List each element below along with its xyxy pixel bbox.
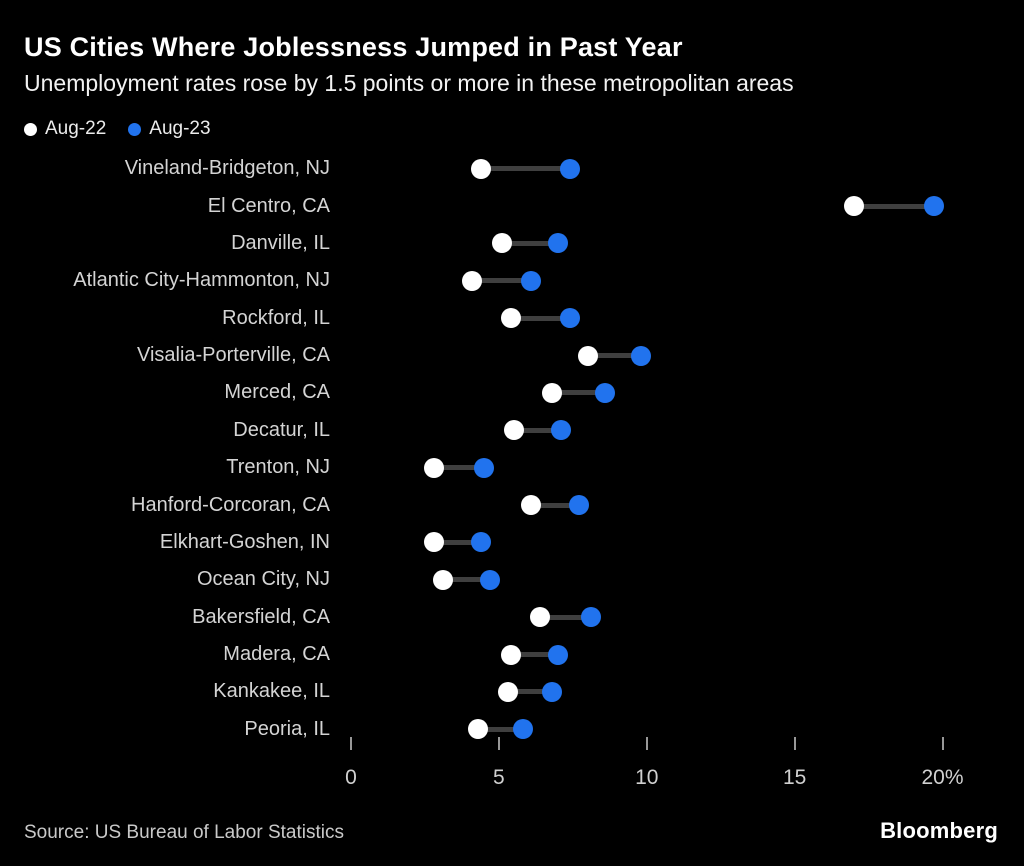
chart-title: US Cities Where Joblessness Jumped in Pa… (24, 32, 683, 62)
dot-aug-23 (559, 308, 580, 329)
dot-aug-23 (474, 457, 495, 478)
chart-row: Madera, CA (0, 636, 1024, 673)
dot-aug-23 (923, 196, 944, 217)
source-note: Source: US Bureau of Labor Statistics (24, 822, 344, 843)
dot-aug-22 (491, 233, 512, 254)
chart-row: Hanford-Corcoran, CA (0, 486, 1024, 523)
dot-aug-22 (530, 607, 551, 628)
dumbbell-connector (433, 539, 482, 545)
dot-aug-22 (471, 158, 492, 179)
dumbbell-connector (501, 240, 559, 246)
dot-aug-22 (500, 308, 521, 329)
category-label: Elkhart-Goshen, IN (159, 530, 330, 553)
chart-row: Danville, IL (0, 225, 1024, 262)
chart-row: El Centro, CA (0, 187, 1024, 224)
category-label: Visalia-Porterville, CA (136, 344, 330, 367)
bloomberg-logo: Bloomberg (880, 818, 998, 843)
dot-aug-23 (471, 532, 492, 553)
dumbbell-connector (552, 390, 606, 396)
dot-aug-22 (577, 345, 598, 366)
dot-aug-22 (462, 270, 483, 291)
category-label: Decatur, IL (233, 418, 330, 441)
dumbbell-connector (433, 465, 485, 471)
dumbbell-connector (587, 353, 641, 359)
dumbbell-connector (540, 614, 591, 620)
dumbbell-connector (510, 652, 559, 658)
chart-row: Merced, CA (0, 374, 1024, 411)
chart-row: Elkhart-Goshen, IN (0, 524, 1024, 561)
dot-aug-23 (521, 270, 542, 291)
dumbbell-connector (507, 689, 553, 695)
dot-aug-22 (521, 495, 542, 516)
category-label: Peoria, IL (244, 717, 330, 740)
category-label: Bakersfield, CA (192, 605, 330, 628)
dot-aug-23 (630, 345, 651, 366)
chart-row: Visalia-Porterville, CA (0, 337, 1024, 374)
dot-aug-22 (843, 196, 864, 217)
category-label: Madera, CA (223, 643, 330, 666)
dumbbell-connector (853, 203, 934, 209)
chart-subtitle: Unemployment rates rose by 1.5 points or… (24, 70, 794, 96)
dot-aug-23 (480, 569, 500, 590)
dumbbell-connector (478, 726, 523, 732)
dot-aug-22 (542, 382, 563, 403)
category-label: Atlantic City-Hammonton, NJ (73, 269, 330, 292)
dot-aug-22 (423, 532, 444, 553)
dot-aug-23 (548, 233, 569, 254)
chart-row: Peoria, IL (0, 711, 1024, 748)
x-axis-tick-label: 5 (493, 766, 505, 789)
chart-row: Rockford, IL (0, 300, 1024, 337)
dumbbell-connector (531, 502, 579, 508)
legend-dot-aug-22-icon (24, 122, 37, 136)
category-label: Vineland-Bridgeton, NJ (124, 157, 330, 180)
chart-row: Decatur, IL (0, 412, 1024, 449)
dot-aug-22 (497, 681, 518, 702)
category-label: Trenton, NJ (226, 456, 330, 479)
legend-dot-aug-23-icon (128, 122, 142, 136)
dot-aug-22 (503, 420, 524, 441)
dot-aug-23 (542, 681, 563, 702)
dumbbell-connector (481, 166, 570, 172)
category-label: Ocean City, NJ (197, 568, 330, 591)
dot-aug-23 (548, 644, 569, 665)
dumbbell-connector (472, 278, 532, 284)
chart-row: Bakersfield, CA (0, 599, 1024, 636)
legend-label-aug-23: Aug-23 (149, 118, 211, 139)
dot-aug-23 (550, 420, 571, 441)
chart-row: Trenton, NJ (0, 449, 1024, 486)
dot-aug-23 (559, 158, 580, 179)
x-axis-tick-label: 15 (782, 766, 807, 789)
x-axis-tick-label: 20% (921, 766, 964, 789)
dot-aug-23 (580, 607, 601, 628)
dumbbell-connector (513, 427, 561, 433)
dot-aug-22 (432, 569, 453, 590)
category-label: El Centro, CA (207, 194, 330, 217)
dot-aug-22 (500, 644, 521, 665)
dot-aug-22 (468, 719, 489, 740)
legend-item-aug-23: Aug-23 (128, 118, 211, 140)
chart-row: Atlantic City-Hammonton, NJ (0, 262, 1024, 299)
dumbbell-plot-area: Vineland-Bridgeton, NJ El Centro, CA Danvi… (0, 150, 1024, 749)
category-label: Hanford-Corcoran, CA (131, 493, 330, 516)
dot-aug-22 (423, 457, 444, 478)
legend-label-aug-22: Aug-22 (45, 118, 107, 139)
chart-row: Vineland-Bridgeton, NJ (0, 150, 1024, 187)
chart-row: Kankakee, IL (0, 673, 1024, 710)
legend: Aug-22 Aug-23 (24, 118, 211, 140)
x-axis-tick-label: 0 (345, 766, 357, 789)
dumbbell-connector (510, 315, 570, 321)
category-label: Merced, CA (224, 381, 330, 404)
category-label: Kankakee, IL (213, 680, 330, 703)
x-axis-tick-label: 10 (635, 766, 659, 789)
category-label: Danville, IL (231, 231, 330, 254)
category-label: Rockford, IL (222, 306, 330, 329)
dot-aug-23 (595, 382, 616, 403)
dumbbell-connector (442, 577, 490, 583)
dot-aug-23 (512, 719, 533, 740)
dot-aug-23 (568, 495, 589, 516)
chart-row: Ocean City, NJ (0, 561, 1024, 598)
legend-item-aug-22: Aug-22 (24, 118, 106, 140)
